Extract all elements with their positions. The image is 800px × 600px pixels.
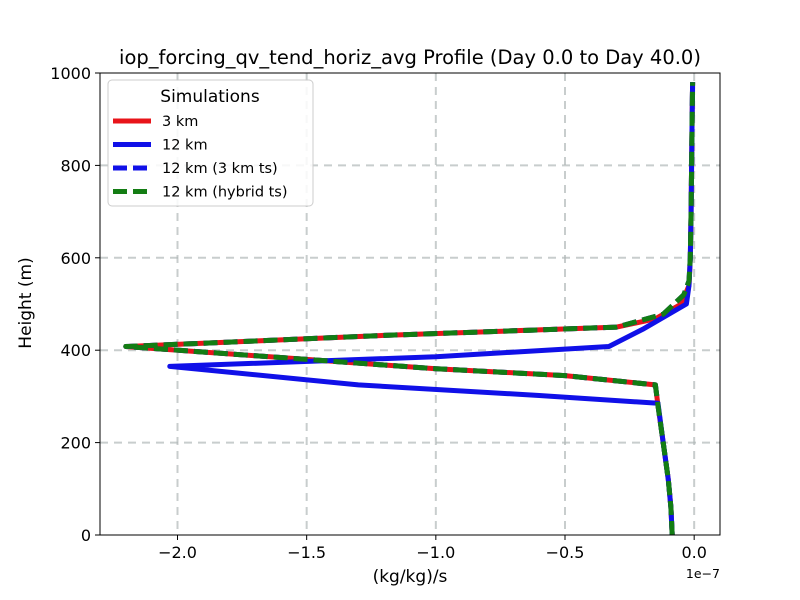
series-line <box>123 82 696 536</box>
axes-frame <box>99 72 721 536</box>
ticks: −2.0 −1.5 −1.0 −0.5 0.0 0 200 400 600 800 1000 <box>50 64 707 562</box>
plot-area <box>123 82 696 536</box>
x-tick-label: −1.5 <box>287 543 326 562</box>
chart-title: iop_forcing_qv_tend_horiz_avg Profile (D… <box>119 46 701 69</box>
legend-box <box>107 79 314 207</box>
x-offset-label: 1e−7 <box>686 566 720 581</box>
legend-label: 12 km <box>162 138 208 154</box>
y-tick-label: 1000 <box>50 64 91 83</box>
y-tick-label: 200 <box>60 434 91 453</box>
x-tick-label: −1.0 <box>416 543 455 562</box>
legend-label: 12 km (hybrid ts) <box>162 185 288 201</box>
y-axis-label: Height (m) <box>16 257 36 348</box>
legend-entries: 3 km 12 km 12 km (3 km ts) 12 km (hybrid ts… <box>113 114 288 201</box>
y-tick-label: 400 <box>60 341 91 360</box>
legend: Simulations 3 km 12 km 12 km (3 km ts) 12 k… <box>107 79 314 207</box>
y-tick-label: 600 <box>60 249 91 268</box>
y-tick-label: 800 <box>60 156 91 175</box>
legend-label: 12 km (3 km ts) <box>162 161 278 177</box>
legend-label: 3 km <box>162 114 198 130</box>
x-tick-label: 0.0 <box>681 543 706 562</box>
x-tick-label: −2.0 <box>158 543 197 562</box>
legend-title: Simulations <box>160 87 260 107</box>
x-tick-label: −0.5 <box>546 543 585 562</box>
y-tick-label: 0 <box>81 526 91 545</box>
x-axis-label: (kg/kg)/s <box>373 567 448 587</box>
